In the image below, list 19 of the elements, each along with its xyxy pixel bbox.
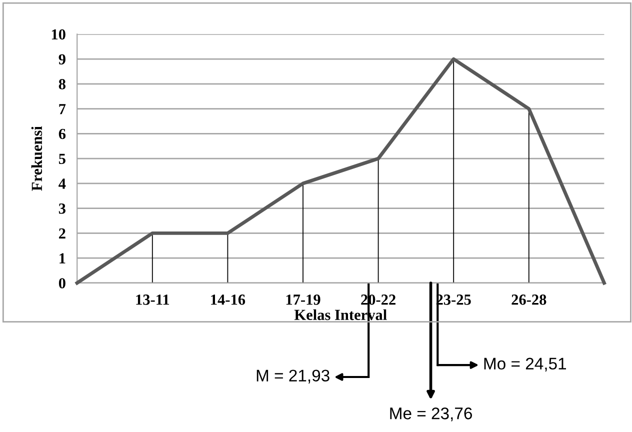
y-tick-label: 3 [58,203,66,214]
y-tick-label: 6 [58,128,66,140]
text: Mo = 24,51 [484,358,566,372]
y-tick-label: 7 [59,104,66,114]
text: Me = 23,76 [390,408,472,422]
x-tick-label: 17-19 [286,294,320,305]
y-tick-label: 0 [58,278,66,288]
x-tick-label: 14-16 [211,294,246,305]
y-tick-label: 4 [58,178,66,189]
y-tick-label: 2 [58,228,66,238]
y-tick-label: 9 [58,54,66,64]
x-tick-label: 26-28 [512,294,546,305]
y-tick-label: 8 [58,79,66,90]
y-tick-label: 5 [58,154,66,164]
text: M = 21,93 [256,370,330,384]
y-axis-title: Frekuensi [31,126,42,191]
y-tick-label: 10 [52,29,66,40]
y-tick-label: 1 [60,253,66,264]
x-tick-label: 13-11 [136,294,170,305]
